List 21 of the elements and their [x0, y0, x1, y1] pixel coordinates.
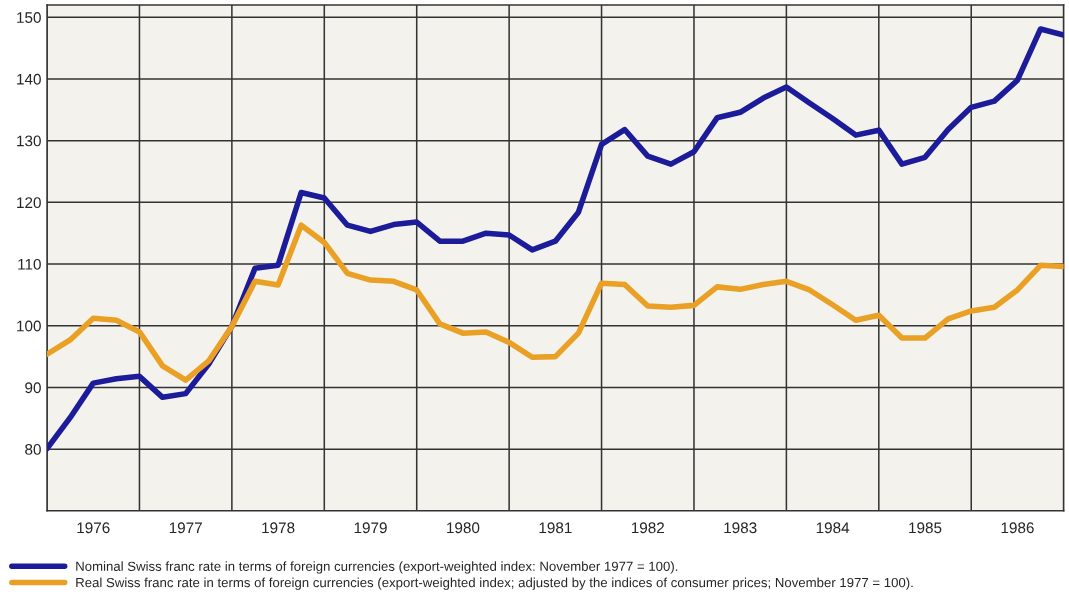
y-tick-label: 100	[17, 320, 41, 332]
x-tick-label: 1986	[1001, 522, 1034, 534]
y-tick-label: 130	[17, 135, 41, 147]
y-tick-label: 150	[17, 12, 41, 23]
x-tick-label: 1981	[539, 522, 572, 534]
x-tick-label: 1979	[354, 522, 387, 534]
y-tick-label: 90	[25, 382, 41, 394]
x-tick-label: 1983	[724, 522, 757, 534]
y-tick-label: 80	[25, 444, 41, 455]
x-tick-label: 1976	[77, 522, 110, 534]
x-tick-label: 1980	[447, 522, 480, 534]
x-tick-label: 1984	[816, 522, 850, 534]
legend-label: Real Swiss franc rate in terms of foreign currencies (export-weighted index; adjusted by the indices of consumer prices; November 1977 = 100).	[76, 577, 913, 590]
x-tick-label: 1982	[631, 522, 664, 534]
y-tick-label: 140	[17, 73, 41, 85]
x-tick-label: 1978	[262, 522, 295, 534]
y-tick-label: 110	[18, 258, 41, 270]
x-tick-label: 1985	[909, 522, 942, 534]
legend-label: Nominal Swiss franc rate in terms of foreign currencies (export-weighted index: November 1977 = 100).	[76, 561, 678, 574]
x-tick-label: 1977	[169, 522, 202, 534]
y-tick-label: 120	[17, 197, 41, 209]
